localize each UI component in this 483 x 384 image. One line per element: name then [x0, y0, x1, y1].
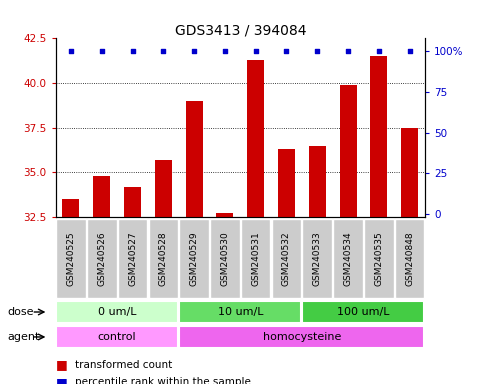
Point [98, 48, 106, 55]
FancyBboxPatch shape [210, 218, 240, 298]
Point [159, 48, 167, 55]
Text: agent: agent [7, 332, 40, 342]
Text: GSM240528: GSM240528 [159, 231, 168, 286]
Bar [62, 199, 79, 217]
FancyBboxPatch shape [179, 218, 209, 298]
Point [375, 48, 383, 55]
Bar [216, 214, 233, 217]
FancyBboxPatch shape [87, 218, 116, 298]
Text: GSM240526: GSM240526 [97, 231, 106, 286]
Bar [56, 301, 178, 323]
Point [344, 48, 352, 55]
FancyBboxPatch shape [333, 218, 363, 298]
Text: ■: ■ [56, 358, 67, 371]
Bar [247, 60, 264, 217]
Text: 100 um/L: 100 um/L [337, 307, 390, 317]
Point [252, 48, 259, 55]
Text: GSM240529: GSM240529 [190, 231, 199, 286]
Title: GDS3413 / 394084: GDS3413 / 394084 [174, 23, 306, 37]
Bar [340, 85, 356, 217]
Text: GSM240531: GSM240531 [251, 231, 260, 286]
Text: percentile rank within the sample: percentile rank within the sample [75, 377, 251, 384]
FancyBboxPatch shape [149, 218, 178, 298]
Text: GSM240527: GSM240527 [128, 231, 137, 286]
FancyBboxPatch shape [272, 218, 301, 298]
Text: GSM240532: GSM240532 [282, 231, 291, 286]
Point [128, 48, 136, 55]
Bar [278, 149, 295, 217]
Text: GSM240848: GSM240848 [405, 231, 414, 286]
FancyBboxPatch shape [118, 218, 147, 298]
Bar [309, 146, 326, 217]
FancyBboxPatch shape [364, 218, 394, 298]
FancyBboxPatch shape [302, 218, 332, 298]
Bar [179, 301, 301, 323]
Point [190, 48, 198, 55]
FancyBboxPatch shape [395, 218, 425, 298]
FancyBboxPatch shape [241, 218, 270, 298]
Text: transformed count: transformed count [75, 360, 172, 370]
FancyBboxPatch shape [56, 218, 85, 298]
Bar [155, 160, 172, 217]
Bar [179, 326, 425, 348]
Bar [370, 56, 387, 217]
Point [67, 48, 75, 55]
Text: ■: ■ [56, 376, 67, 384]
Text: 0 um/L: 0 um/L [98, 307, 136, 317]
Text: GSM240535: GSM240535 [374, 231, 384, 286]
Point [221, 48, 229, 55]
Text: GSM240534: GSM240534 [343, 231, 353, 286]
Text: GSM240530: GSM240530 [220, 231, 229, 286]
Bar [401, 127, 418, 217]
Text: GSM240533: GSM240533 [313, 231, 322, 286]
Bar [56, 326, 178, 348]
Text: 10 um/L: 10 um/L [217, 307, 263, 317]
Text: homocysteine: homocysteine [263, 332, 341, 342]
Bar [93, 176, 110, 217]
Bar [185, 101, 202, 217]
Bar [302, 301, 425, 323]
Text: control: control [98, 332, 136, 342]
Text: dose: dose [7, 307, 34, 317]
Bar [124, 187, 141, 217]
Text: GSM240525: GSM240525 [67, 231, 75, 286]
Point [406, 48, 413, 55]
Point [283, 48, 290, 55]
Point [313, 48, 321, 55]
